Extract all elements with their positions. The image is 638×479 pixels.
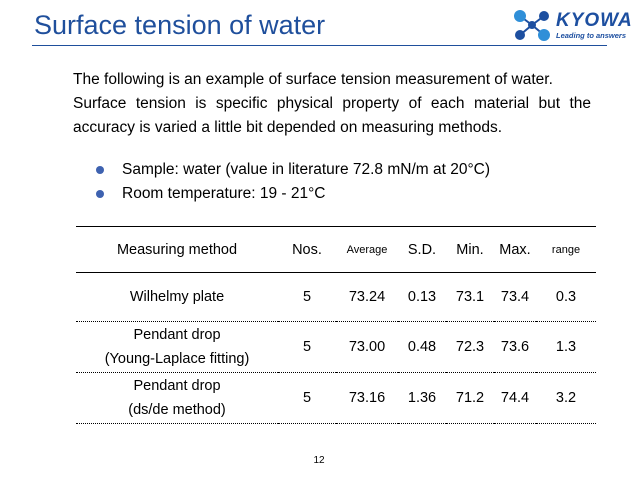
header-max: Max. <box>494 226 536 273</box>
bullet-room-temp-text: Room temperature: 19 - 21°C <box>122 185 326 202</box>
cell-average: 73.16 <box>336 372 398 424</box>
header-average: Average <box>336 226 398 273</box>
logo-wordmark: KYOWA <box>556 10 633 31</box>
intro-line-1: The following is an example of surface t… <box>73 71 553 88</box>
cell-sd: 1.36 <box>398 372 446 424</box>
cell-max: 73.6 <box>494 321 536 373</box>
slide-title: Surface tension of water <box>34 10 326 40</box>
logo-tagline: Leading to answers <box>556 31 627 40</box>
bullet-sample-text: Sample: water (value in literature 72.8 … <box>122 161 491 178</box>
cell-method: Wilhelmy plate <box>76 272 278 322</box>
cell-min: 73.1 <box>446 272 494 322</box>
cell-method: Pendant drop (ds/de method) <box>76 372 278 424</box>
cell-method: Pendant drop (Young-Laplace fitting) <box>76 321 278 373</box>
bullet-item: Sample: water (value in literature 72.8 … <box>96 158 490 182</box>
method-name: Pendant drop <box>133 378 221 394</box>
cell-range: 0.3 <box>536 272 596 322</box>
cell-range: 1.3 <box>536 321 596 373</box>
cell-max: 73.4 <box>494 272 536 322</box>
method-name: Pendant drop <box>133 327 221 343</box>
cell-max: 74.4 <box>494 372 536 424</box>
method-detail: (Young-Laplace fitting) <box>104 351 250 367</box>
kyowa-molecule-icon <box>514 10 550 41</box>
table-header-row: Measuring method Nos. Average S.D. Min. … <box>76 226 596 273</box>
intro-paragraph-2: Surface tension is specific physical pro… <box>73 95 591 136</box>
bullet-dot-icon <box>96 190 104 198</box>
kyowa-logo: KYOWA Leading to answers <box>512 8 633 42</box>
bullet-dot-icon <box>96 166 104 174</box>
bullet-list: Sample: water (value in literature 72.8 … <box>96 158 490 206</box>
method-detail: (ds/de method) <box>128 402 226 418</box>
header-min: Min. <box>446 226 494 273</box>
cell-min: 72.3 <box>446 321 494 373</box>
cell-sd: 0.13 <box>398 272 446 322</box>
title-underline <box>32 45 607 46</box>
bullet-item: Room temperature: 19 - 21°C <box>96 182 490 206</box>
header-range: range <box>536 226 596 273</box>
header-nos: Nos. <box>278 226 336 273</box>
cell-min: 71.2 <box>446 372 494 424</box>
table-row: Wilhelmy plate 5 73.24 0.13 73.1 73.4 0.… <box>76 272 596 322</box>
cell-range: 3.2 <box>536 372 596 424</box>
table-row: Pendant drop (Young-Laplace fitting) 5 7… <box>76 321 596 373</box>
cell-nos: 5 <box>278 372 336 424</box>
measurement-table: Measuring method Nos. Average S.D. Min. … <box>76 226 596 424</box>
header-measuring-method: Measuring method <box>76 226 278 273</box>
cell-average: 73.24 <box>336 272 398 322</box>
cell-nos: 5 <box>278 321 336 373</box>
cell-average: 73.00 <box>336 321 398 373</box>
cell-nos: 5 <box>278 272 336 322</box>
method-name: Wilhelmy plate <box>129 289 225 305</box>
cell-sd: 0.48 <box>398 321 446 373</box>
header-sd: S.D. <box>398 226 446 273</box>
table-row: Pendant drop (ds/de method) 5 73.16 1.36… <box>76 372 596 424</box>
page-number: 12 <box>313 455 325 466</box>
